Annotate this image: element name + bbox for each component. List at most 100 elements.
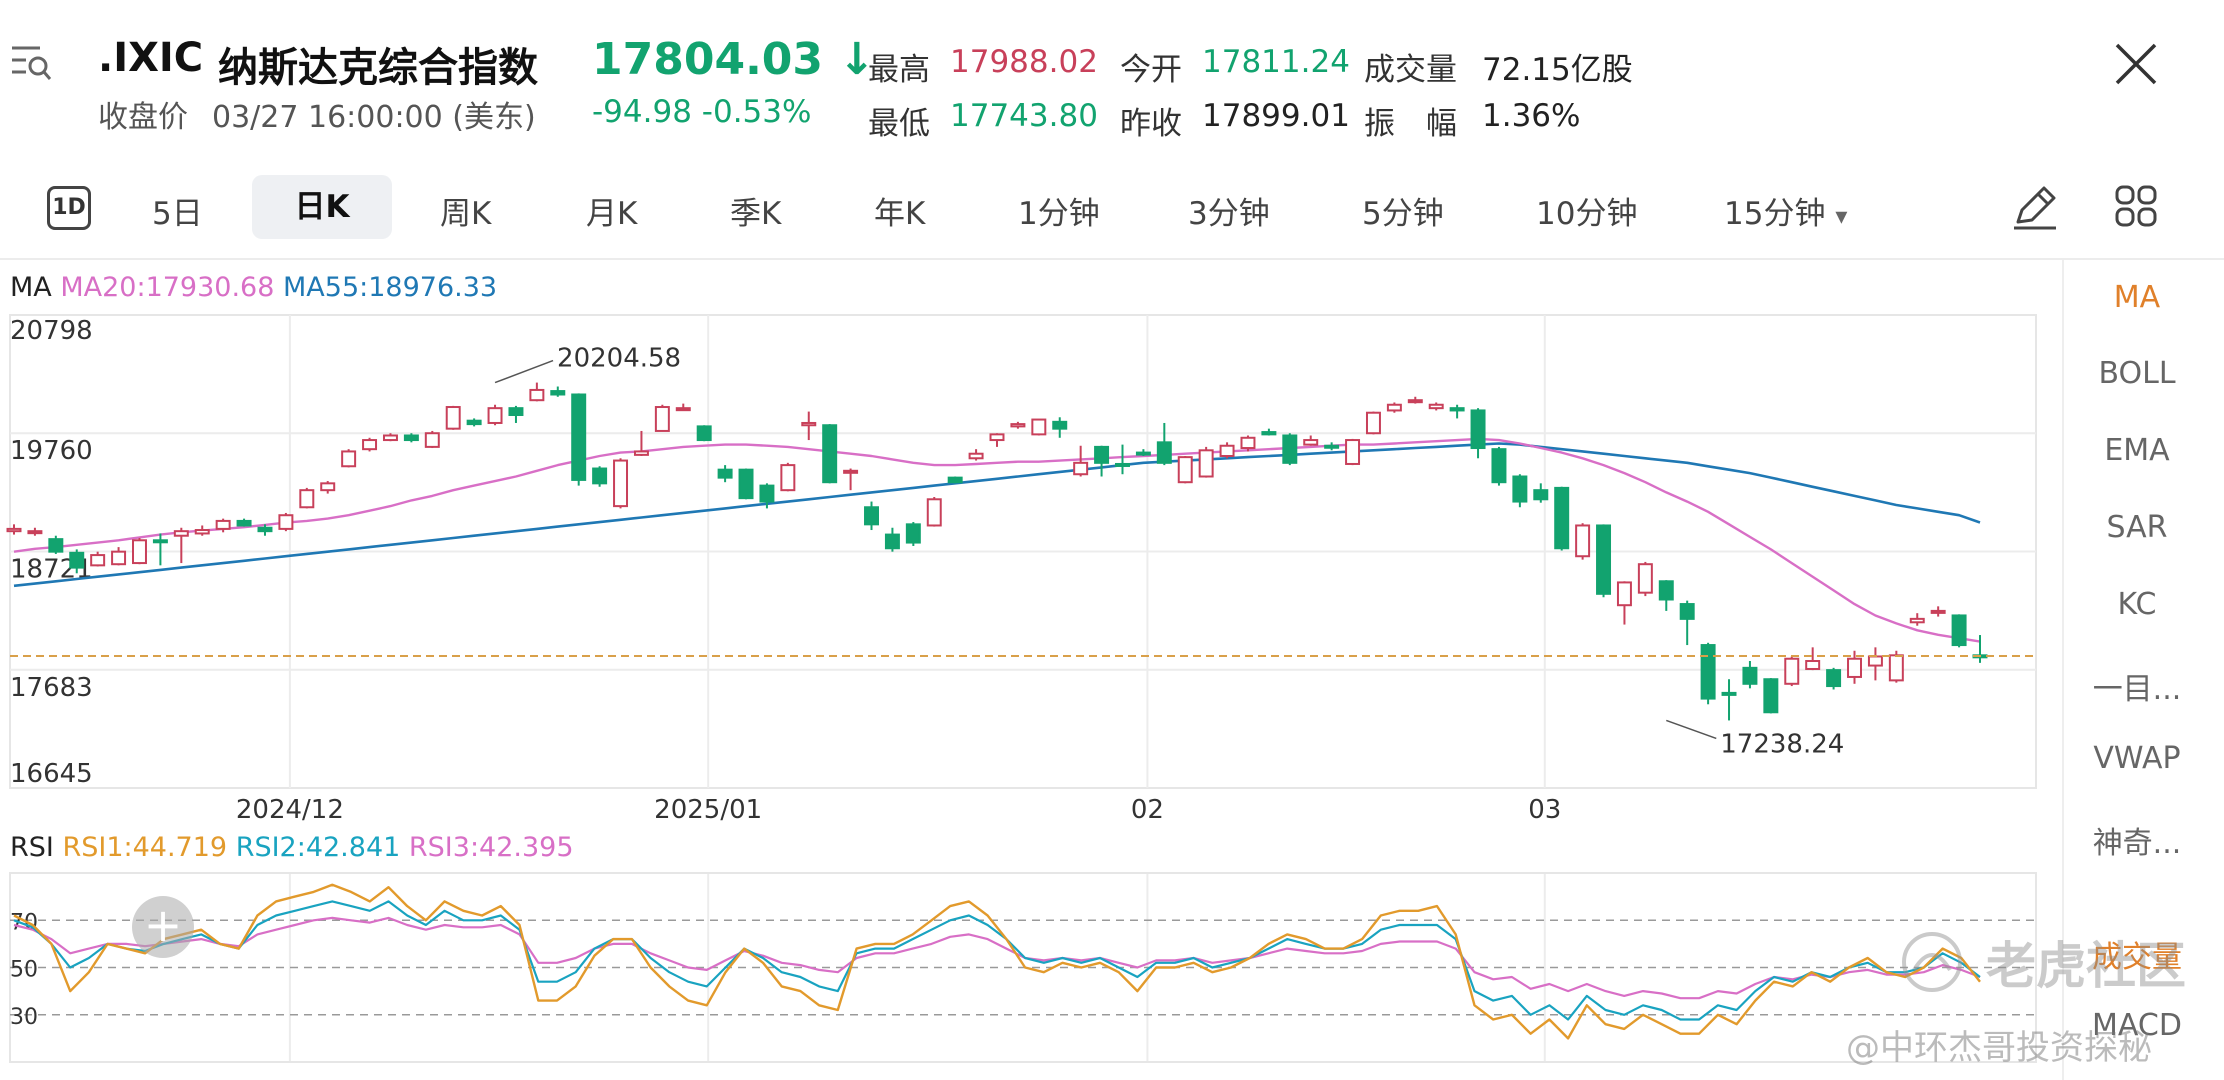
candle: [362, 439, 378, 451]
candle: [1240, 436, 1256, 450]
candle: [926, 498, 942, 527]
candle: [822, 424, 838, 484]
candle: [1073, 461, 1089, 476]
candle: [654, 406, 670, 432]
indicator-panel: [2062, 260, 2064, 1080]
price-change: -94.98 -0.53%: [592, 94, 812, 130]
tab-quarterly-k[interactable]: 季K: [730, 196, 782, 232]
y-tick-label: 20798: [10, 316, 93, 346]
candle: [1658, 580, 1674, 601]
candle: [675, 407, 691, 412]
ma20-line: [13, 437, 1981, 643]
y-tick-label: 19760: [10, 436, 93, 466]
indicator-boll[interactable]: BOLL: [2098, 356, 2176, 391]
rsi-tick-label: 70: [10, 910, 38, 935]
candle: [1700, 644, 1716, 700]
tab-3min[interactable]: 3分钟: [1188, 196, 1270, 232]
high-annotation: 20204.58: [557, 344, 681, 374]
indicator-magic[interactable]: 神奇...: [2092, 826, 2182, 861]
indicator-macd[interactable]: MACD: [2092, 1008, 2182, 1043]
menu-search-icon[interactable]: [10, 42, 52, 82]
rsi-legend: RSI RSI1:44.719 RSI2:42.841 RSI3:42.395: [10, 832, 574, 863]
candle: [1491, 448, 1507, 484]
candle: [1533, 489, 1549, 501]
candle: [1365, 411, 1381, 435]
candle: [1428, 403, 1444, 410]
rsi3-legend: RSI3:42.395: [408, 832, 574, 863]
tiger-logo-icon: [1902, 932, 1962, 992]
candle: [1826, 669, 1842, 688]
candle: [1909, 617, 1925, 624]
tab-5min[interactable]: 5分钟: [1362, 196, 1444, 232]
candle: [48, 538, 64, 553]
candle: [69, 551, 85, 569]
prev-close-value: 17899.01: [1202, 98, 1350, 134]
candle: [1847, 657, 1862, 678]
candle: [215, 519, 231, 530]
candle: [132, 539, 147, 565]
candle: [843, 469, 859, 474]
indicator-ichimoku[interactable]: 一目...: [2092, 672, 2182, 707]
tab-weekly-k[interactable]: 周K: [440, 196, 492, 232]
candle: [1449, 407, 1465, 412]
x-tick-label: 2024/12: [236, 795, 344, 825]
candle: [466, 419, 482, 426]
tab-15min[interactable]: 15分钟 ▾: [1724, 196, 1848, 232]
tab-yearly-k[interactable]: 年K: [874, 196, 926, 232]
low-value: 17743.80: [950, 98, 1098, 134]
low-label: 最低: [868, 106, 930, 142]
rsi-tick-label: 30: [10, 1005, 38, 1030]
candle: [1721, 691, 1737, 696]
close-icon[interactable]: [2114, 42, 2158, 86]
tab-5day[interactable]: 5日: [152, 196, 203, 232]
ma55-legend: MA55:18976.33: [283, 272, 498, 303]
high-label: 最高: [868, 52, 930, 88]
candle: [236, 519, 252, 527]
tab-10min[interactable]: 10分钟: [1536, 196, 1638, 232]
candle: [1616, 581, 1632, 607]
tab-1min[interactable]: 1分钟: [1018, 196, 1100, 232]
indicator-volume[interactable]: 成交量: [2092, 940, 2182, 975]
tab-monthly-k[interactable]: 月K: [586, 196, 638, 232]
candle: [382, 434, 398, 442]
candle: [194, 529, 210, 535]
rsi2-line: [13, 900, 1981, 1021]
grid-icon[interactable]: [2114, 184, 2158, 228]
tab-daily-k[interactable]: 日K: [252, 175, 392, 239]
candle: [341, 450, 357, 468]
candle: [780, 464, 796, 492]
amplitude-label: 振 幅: [1364, 106, 1457, 142]
symbol: .IXIC: [98, 35, 204, 81]
indicator-vwap[interactable]: VWAP: [2093, 741, 2181, 776]
down-arrow-icon: ↓: [838, 34, 876, 85]
candle: [759, 484, 775, 503]
tab-1d[interactable]: 1D: [47, 186, 91, 230]
candle: [571, 393, 587, 481]
candle: [801, 421, 817, 427]
rsi3-line: [13, 916, 1981, 1000]
candle: [1867, 655, 1883, 667]
add-indicator-button[interactable]: +: [132, 896, 194, 958]
candle: [738, 468, 754, 500]
candle: [989, 433, 1005, 442]
candle: [1198, 449, 1214, 478]
indicator-kc[interactable]: KC: [2117, 587, 2157, 622]
candle: [1115, 462, 1130, 467]
candle: [1888, 654, 1904, 682]
indicator-ma[interactable]: MA: [2113, 280, 2161, 315]
candle: [6, 527, 22, 533]
candle: [1386, 403, 1402, 412]
amplitude-value: 1.36%: [1482, 98, 1581, 134]
ma-legend: MA MA20:17930.68 MA55:18976.33: [10, 272, 497, 303]
indicator-ema[interactable]: EMA: [2104, 433, 2170, 468]
candle: [1470, 409, 1486, 450]
indicator-sar[interactable]: SAR: [2106, 510, 2168, 545]
prev-close-label: 昨收: [1120, 106, 1182, 142]
candle: [278, 514, 294, 530]
candle: [1575, 524, 1591, 558]
pencil-icon[interactable]: [2010, 182, 2060, 232]
candle: [152, 539, 168, 544]
candle: [1763, 678, 1779, 714]
candle: [1303, 439, 1319, 446]
